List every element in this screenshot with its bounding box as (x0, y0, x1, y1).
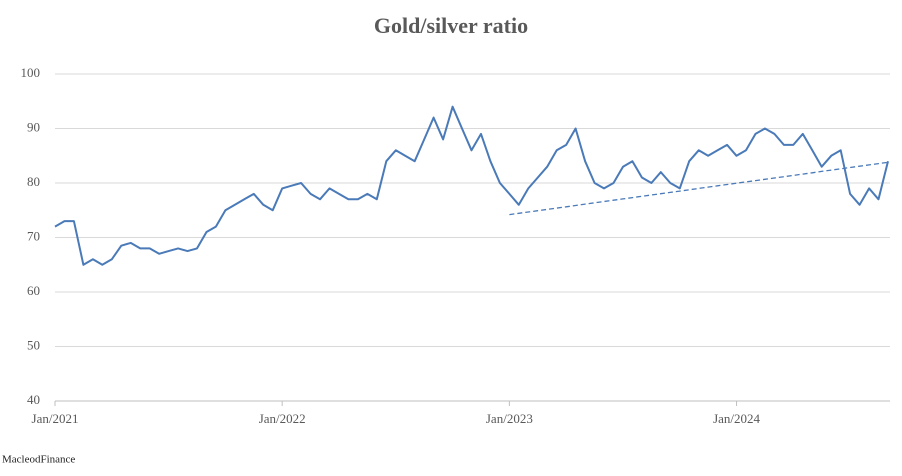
y-tick-label: 60 (27, 283, 40, 298)
y-tick-label: 50 (27, 337, 40, 352)
chart-title: Gold/silver ratio (374, 13, 528, 38)
y-tick-label: 90 (27, 119, 40, 134)
data-line (54, 105, 889, 266)
y-tick-label: 70 (27, 228, 40, 243)
x-tick-label: Jan/2023 (486, 411, 533, 426)
x-tick-label: Jan/2021 (32, 411, 79, 426)
x-tick-label: Jan/2024 (713, 411, 760, 426)
x-tick-label: Jan/2022 (259, 411, 306, 426)
source-note: MacleodFinance (2, 454, 75, 466)
y-tick-label: 40 (27, 392, 40, 407)
y-tick-label: 80 (27, 174, 40, 189)
y-tick-label: 100 (21, 65, 41, 80)
trend-line (509, 161, 889, 216)
